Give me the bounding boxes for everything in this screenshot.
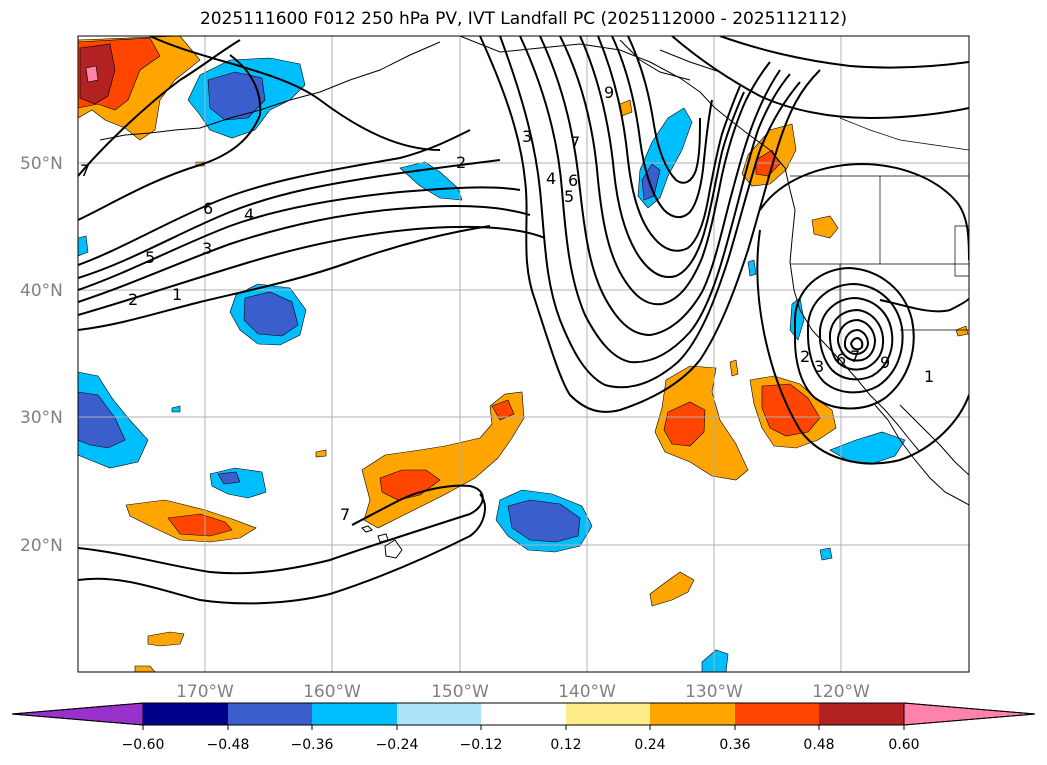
lat-label: 30°N xyxy=(20,408,63,428)
colorbar-tick-label: 0.12 xyxy=(550,737,581,753)
colorbar-over-extension xyxy=(903,702,1036,726)
map-frame xyxy=(77,35,970,673)
colorbar-swatch xyxy=(397,703,481,725)
pv-negative-region xyxy=(78,391,126,449)
colorbar-swatch xyxy=(228,703,312,725)
contour-label: 3 xyxy=(522,127,532,146)
contour-label: 7 xyxy=(80,161,90,180)
pv-positive-region xyxy=(649,571,695,607)
pv-positive-region xyxy=(167,513,233,537)
contour-labels: 1 2 3 4 5 6 7 2 7 3 4 5 6 9 7 2 3 9 1 6 … xyxy=(80,83,934,524)
lon-label: 120°W xyxy=(812,682,870,702)
pv-positive-region xyxy=(663,401,706,447)
map-title: 2025111600 F012 250 hPa PV, IVT Landfall… xyxy=(199,9,847,29)
lon-label: 150°W xyxy=(431,682,489,702)
pv-negative-region xyxy=(243,291,299,337)
contour-label: 6 xyxy=(836,350,846,369)
contour-label: 7 xyxy=(850,347,860,366)
map-area xyxy=(78,36,969,672)
colorbar-tick-label: −0.12 xyxy=(460,737,503,753)
pv-positive-region xyxy=(761,383,821,437)
contour-label: 9 xyxy=(880,353,890,372)
pv-positive-region xyxy=(491,399,515,421)
pv-negative-region xyxy=(171,405,181,413)
contour-label: 2 xyxy=(800,347,810,366)
lat-label: 40°N xyxy=(20,281,63,301)
lat-label: 50°N xyxy=(20,154,63,174)
colorbar-swatch xyxy=(481,703,566,725)
graticule xyxy=(78,36,969,672)
contour-label: 3 xyxy=(202,239,212,258)
pv-positive-region xyxy=(315,449,327,458)
contour-label: 6 xyxy=(203,199,213,218)
colorbar-swatch xyxy=(819,703,904,725)
pv-positive-region xyxy=(79,43,116,105)
lon-label: 170°W xyxy=(176,682,234,702)
contour-label: 9 xyxy=(604,83,614,102)
lon-label: 160°W xyxy=(303,682,361,702)
contour-label: 1 xyxy=(172,285,182,304)
pv-negative-region xyxy=(747,259,757,277)
colorbar-tick-label: 0.24 xyxy=(634,737,665,753)
pv-negative-region xyxy=(819,547,833,561)
pv-negative-region xyxy=(217,471,241,485)
contour-label: 7 xyxy=(570,133,580,152)
pv-anomaly-fields xyxy=(78,36,969,672)
contour-label: 3 xyxy=(814,357,824,376)
colorbar-tick-label: −0.48 xyxy=(207,737,250,753)
colorbar-swatch xyxy=(312,703,397,725)
pv-positive-region xyxy=(147,631,185,647)
colorbar-swatch xyxy=(650,703,735,725)
pv-positive-region xyxy=(729,359,739,377)
contour-label: 4 xyxy=(546,169,556,188)
lat-label: 20°N xyxy=(20,536,63,556)
lon-label: 140°W xyxy=(558,682,616,702)
pv-positive-region xyxy=(811,215,839,239)
political-borders xyxy=(790,117,969,331)
pv-negative-region xyxy=(78,235,89,257)
colorbar-tick-label: 0.60 xyxy=(888,737,919,753)
colorbar-ticks xyxy=(142,725,905,730)
latitude-labels: 50°N 40°N 30°N 20°N xyxy=(20,154,63,556)
pv-positive-region xyxy=(134,665,156,672)
contour-label: 6 xyxy=(568,171,578,190)
ivt-contours xyxy=(78,36,969,605)
colorbar-tick-labels: −0.60 −0.48 −0.36 −0.24 −0.12 0.12 0.24 … xyxy=(122,737,920,753)
colorbar-swatch xyxy=(143,703,228,725)
pv-negative-region xyxy=(507,499,581,543)
colorbar-swatch xyxy=(566,703,650,725)
pv-positive-region xyxy=(85,65,99,83)
coastlines xyxy=(99,36,969,559)
contour-label: 2 xyxy=(128,290,138,309)
colorbar-tick-label: 0.48 xyxy=(803,737,834,753)
colorbar-tick-label: −0.36 xyxy=(291,737,334,753)
colorbar-tick-label: −0.60 xyxy=(122,737,165,753)
pv-negative-region xyxy=(207,71,266,121)
pv-positive-region xyxy=(955,325,969,337)
colorbar-swatch xyxy=(735,703,819,725)
longitude-labels: 170°W 160°W 150°W 140°W 130°W 120°W xyxy=(176,682,870,702)
contour-label: 5 xyxy=(145,248,155,267)
colorbar: −0.60 −0.48 −0.36 −0.24 −0.12 0.12 0.24 … xyxy=(11,702,1036,753)
colorbar-under-extension xyxy=(11,702,144,726)
contour-label: 1 xyxy=(924,367,934,386)
contour-label: 7 xyxy=(340,505,350,524)
contour-label: 2 xyxy=(456,153,466,172)
contour-label: 4 xyxy=(244,205,254,224)
pv-positive-region xyxy=(379,469,441,501)
lon-label: 130°W xyxy=(685,682,743,702)
colorbar-tick-label: 0.36 xyxy=(719,737,750,753)
contour-label: 5 xyxy=(564,187,574,206)
map-layers: 1 2 3 4 5 6 7 2 7 3 4 5 6 9 7 2 3 9 1 6 … xyxy=(78,36,969,672)
colorbar-tick-label: −0.24 xyxy=(376,737,419,753)
